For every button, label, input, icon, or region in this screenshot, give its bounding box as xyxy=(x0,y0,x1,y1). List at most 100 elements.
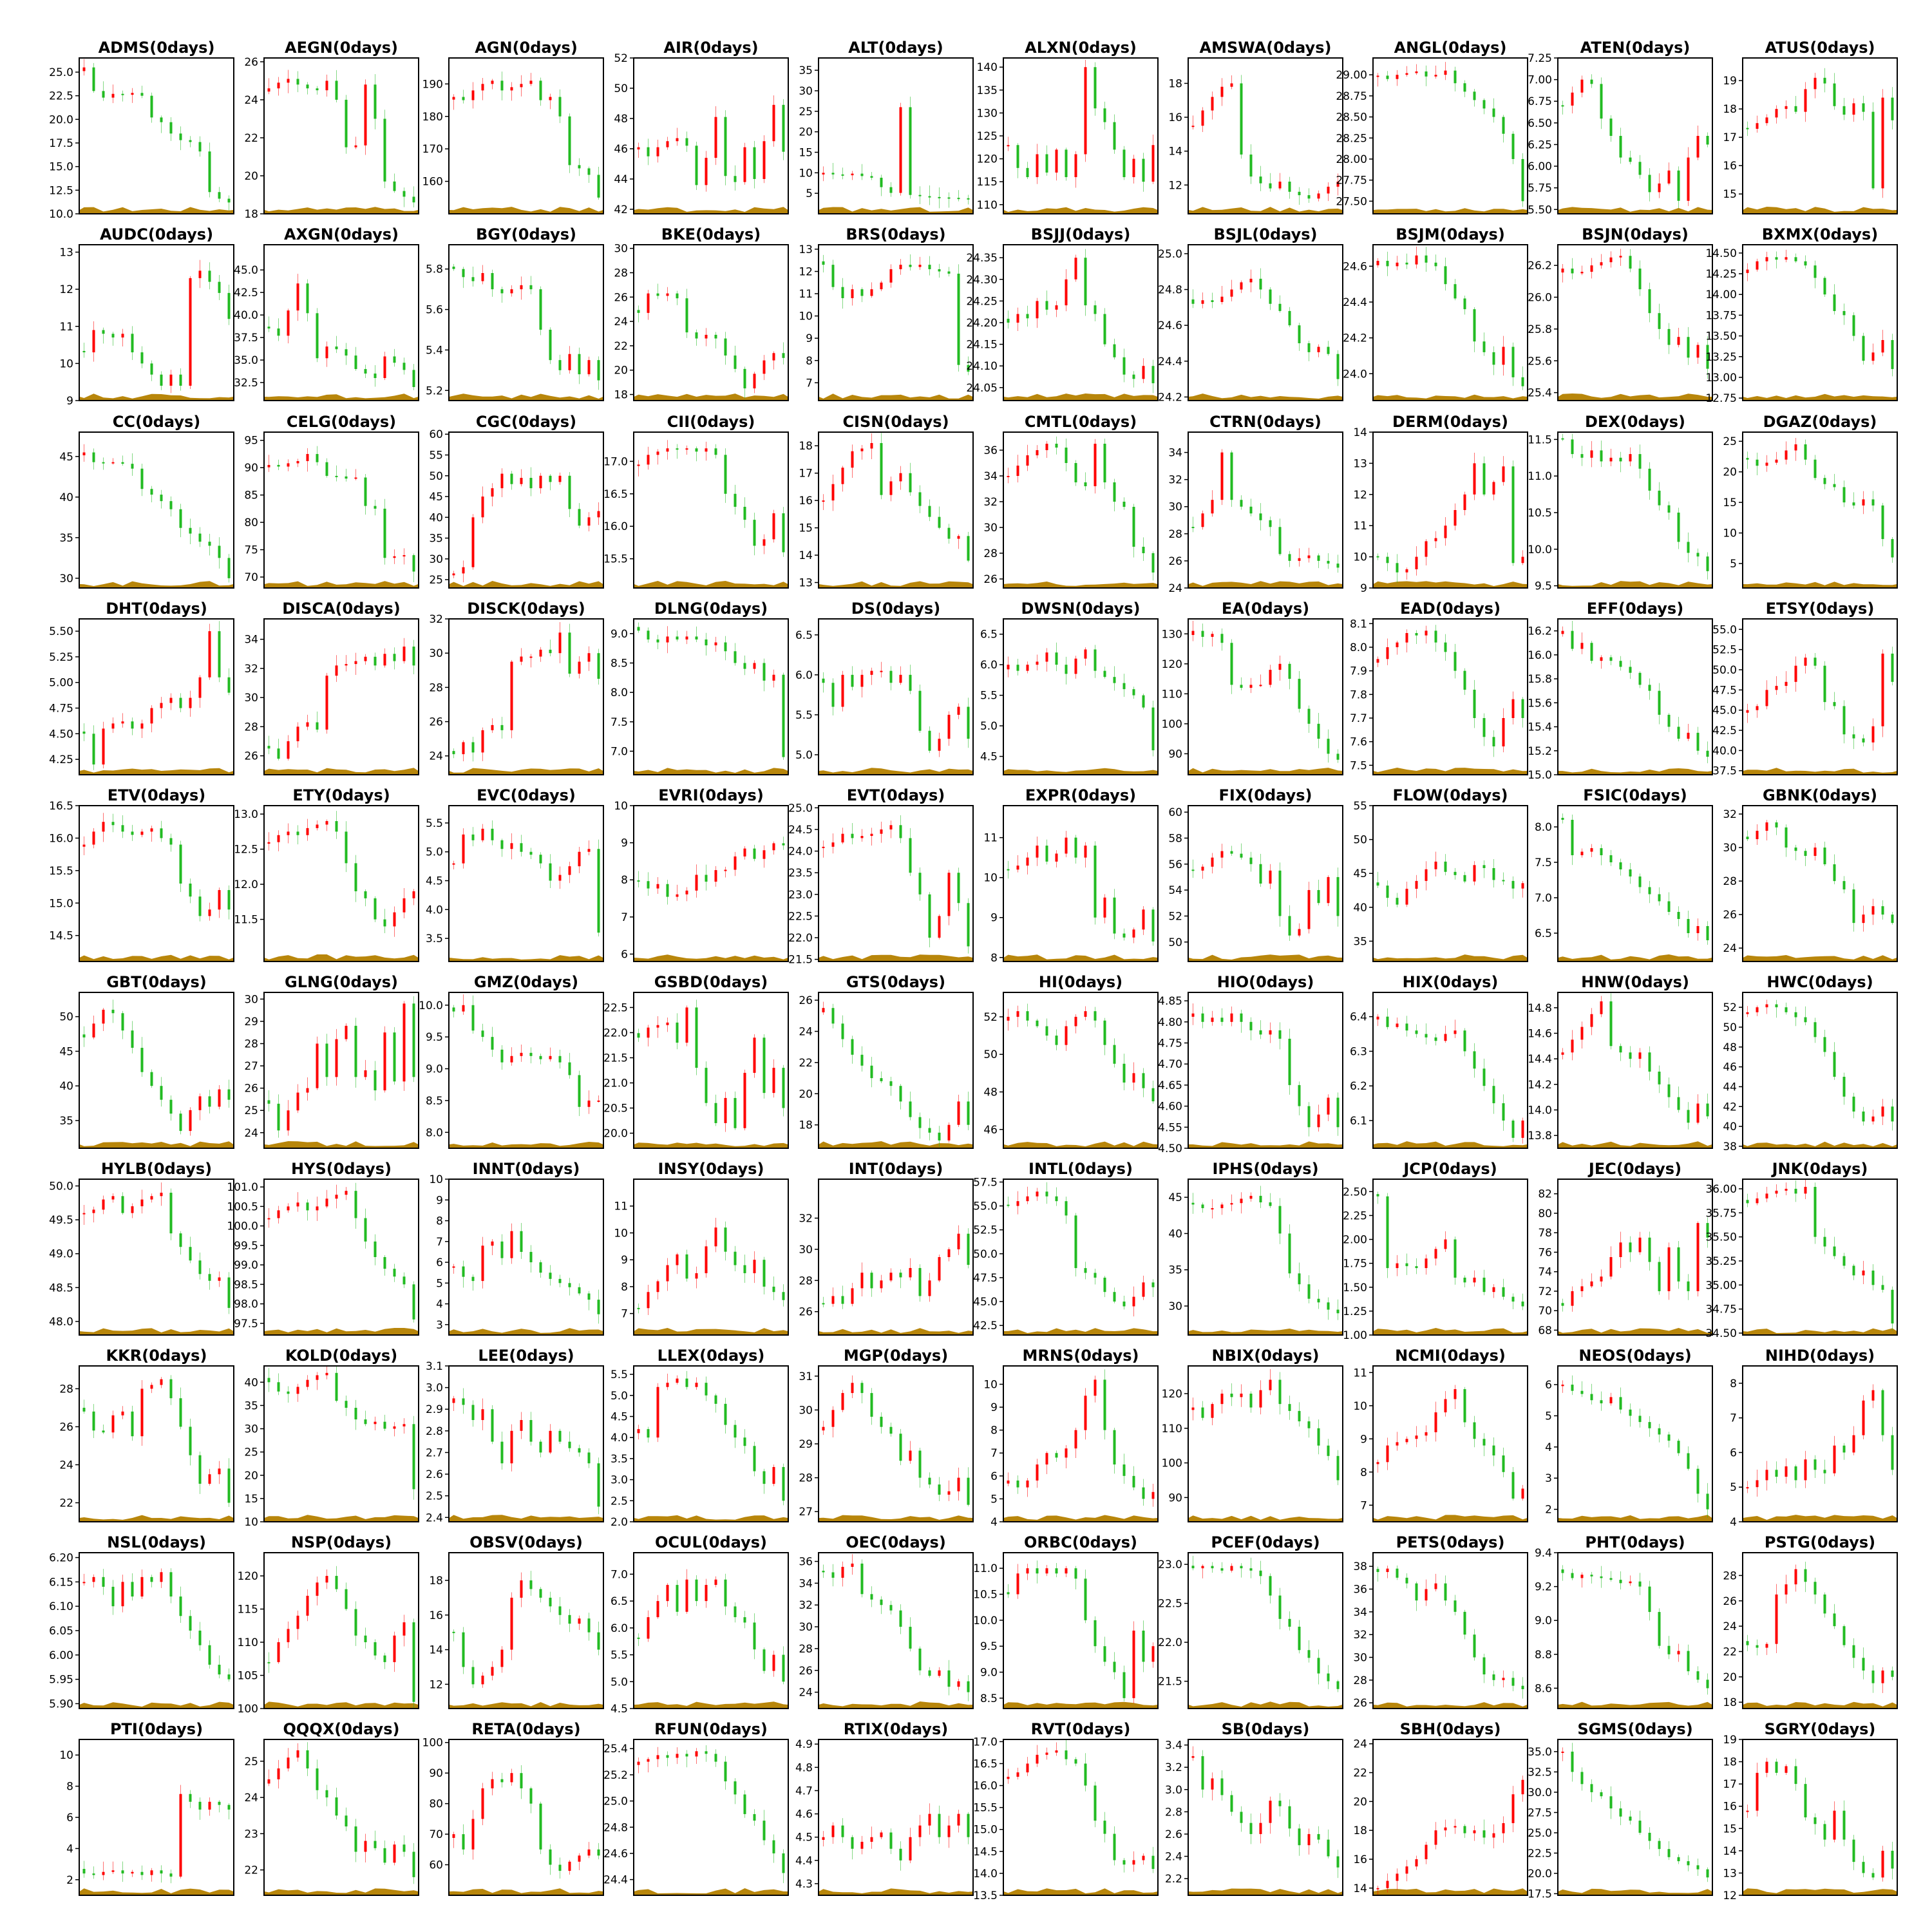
y-tick-label: 12.75 xyxy=(1705,392,1737,405)
candle-body xyxy=(1862,1400,1865,1435)
candle-body xyxy=(695,146,698,185)
candle-body xyxy=(1376,556,1379,558)
chart-title: NBIX(0days) xyxy=(1211,1347,1319,1365)
candle-body xyxy=(1045,652,1048,662)
candle-body xyxy=(957,198,960,200)
y-tick-label: 16 xyxy=(1353,1853,1367,1866)
candle-body xyxy=(870,1837,873,1842)
y-tick-label: 75 xyxy=(244,544,258,557)
plot-frame xyxy=(1188,805,1343,962)
candle-body xyxy=(1211,97,1214,111)
candle-body xyxy=(82,1868,86,1874)
candle-body xyxy=(510,1430,513,1464)
candle-body xyxy=(772,513,775,540)
candle-body xyxy=(1425,1589,1428,1601)
candle-body xyxy=(393,1032,396,1082)
candle-body xyxy=(452,97,455,100)
candle-body xyxy=(1833,1810,1836,1840)
candle-body xyxy=(529,80,533,84)
y-tick-label: 21.0 xyxy=(603,1077,628,1090)
candle-body xyxy=(1425,541,1428,557)
candle-body xyxy=(1007,665,1010,670)
chart-title: BGY(0days) xyxy=(476,225,576,243)
candle-body xyxy=(1103,314,1106,345)
volume-area xyxy=(449,581,603,588)
candle-body xyxy=(1336,753,1340,760)
candle-body xyxy=(208,151,211,193)
candle-body xyxy=(587,1452,591,1464)
candle-body xyxy=(1307,1421,1311,1428)
y-tick-label: 90 xyxy=(429,1767,443,1780)
chart-panel: EVC(0days)3.54.04.55.05.5 xyxy=(426,786,604,962)
y-tick-label: 23 xyxy=(244,1828,258,1841)
y-tick-label: 6 xyxy=(1545,1379,1552,1392)
candle-body xyxy=(1814,77,1817,90)
y-tick-label: 13.50 xyxy=(1705,330,1737,343)
candle-body xyxy=(296,79,299,85)
candle-body xyxy=(189,278,192,386)
candle-body xyxy=(851,1288,854,1304)
y-tick-label: 38 xyxy=(1353,1560,1367,1573)
candle-body xyxy=(647,1429,650,1438)
candle-body xyxy=(1677,170,1680,201)
candle-body xyxy=(1396,642,1399,647)
candle-body xyxy=(1230,1566,1233,1571)
volume-area xyxy=(819,393,973,401)
candle-body xyxy=(529,656,533,658)
plot-frame xyxy=(79,1179,234,1336)
candle-body xyxy=(1629,1409,1632,1416)
y-tick-label: 7.5 xyxy=(1535,857,1552,869)
candle-body xyxy=(1084,1578,1087,1620)
candle-body xyxy=(1113,482,1116,502)
candle-body xyxy=(325,1372,328,1376)
candle-body xyxy=(1609,1001,1613,1046)
y-tick-label: 30 xyxy=(799,1404,813,1417)
y-tick-label: 54 xyxy=(1168,884,1182,897)
candle-body xyxy=(909,1267,912,1278)
volume-area xyxy=(634,1701,788,1709)
candle-body xyxy=(1852,502,1855,506)
y-tick-label: 32 xyxy=(799,1213,813,1226)
candle-body xyxy=(1619,1808,1622,1817)
plot-frame xyxy=(1003,618,1159,775)
candle-body xyxy=(1775,686,1778,690)
candle-body xyxy=(685,1579,688,1612)
y-tick-label: 8.8 xyxy=(1535,1649,1552,1662)
y-tick-label: 18 xyxy=(799,440,813,453)
y-tick-label: 1.25 xyxy=(1343,1305,1367,1318)
y-tick-label: 11 xyxy=(59,321,73,334)
candle-body xyxy=(1852,734,1855,739)
candle-body xyxy=(666,636,669,643)
candle-body xyxy=(947,1249,951,1257)
candle-body xyxy=(1211,1404,1214,1418)
y-tick-label: 7.9 xyxy=(1350,665,1367,678)
volume-area xyxy=(1188,1701,1343,1709)
candle-body xyxy=(402,1424,406,1426)
candle-body xyxy=(1706,750,1709,757)
plot-frame xyxy=(1742,1179,1898,1336)
candle-body xyxy=(325,1576,328,1583)
candle-body xyxy=(1396,75,1399,79)
candle-body xyxy=(1230,1203,1233,1205)
candle-body xyxy=(1746,128,1749,129)
candle-body xyxy=(1638,672,1642,685)
volume-area xyxy=(1743,1141,1897,1148)
candle-body xyxy=(724,869,727,871)
volume-area xyxy=(1743,582,1897,588)
candle-body xyxy=(822,1008,825,1012)
y-tick-label: 5.00 xyxy=(49,677,73,690)
y-tick-label: 18 xyxy=(1353,1824,1367,1837)
y-tick-label: 32 xyxy=(1723,808,1737,821)
volume-area xyxy=(264,1141,419,1148)
chart-panel: HIO(0days)4.504.554.604.654.704.754.804.… xyxy=(1158,973,1343,1155)
y-tick-label: 5 xyxy=(1730,1481,1737,1494)
candle-body xyxy=(1463,494,1466,510)
chart-title: SGMS(0days) xyxy=(1577,1720,1692,1738)
candle-body xyxy=(189,1110,192,1132)
y-tick-label: 18 xyxy=(1723,1756,1737,1769)
candle-body xyxy=(198,1801,202,1810)
candle-body xyxy=(1249,1394,1253,1408)
y-tick-label: 42.5 xyxy=(234,287,258,299)
candle-body xyxy=(1113,344,1116,357)
